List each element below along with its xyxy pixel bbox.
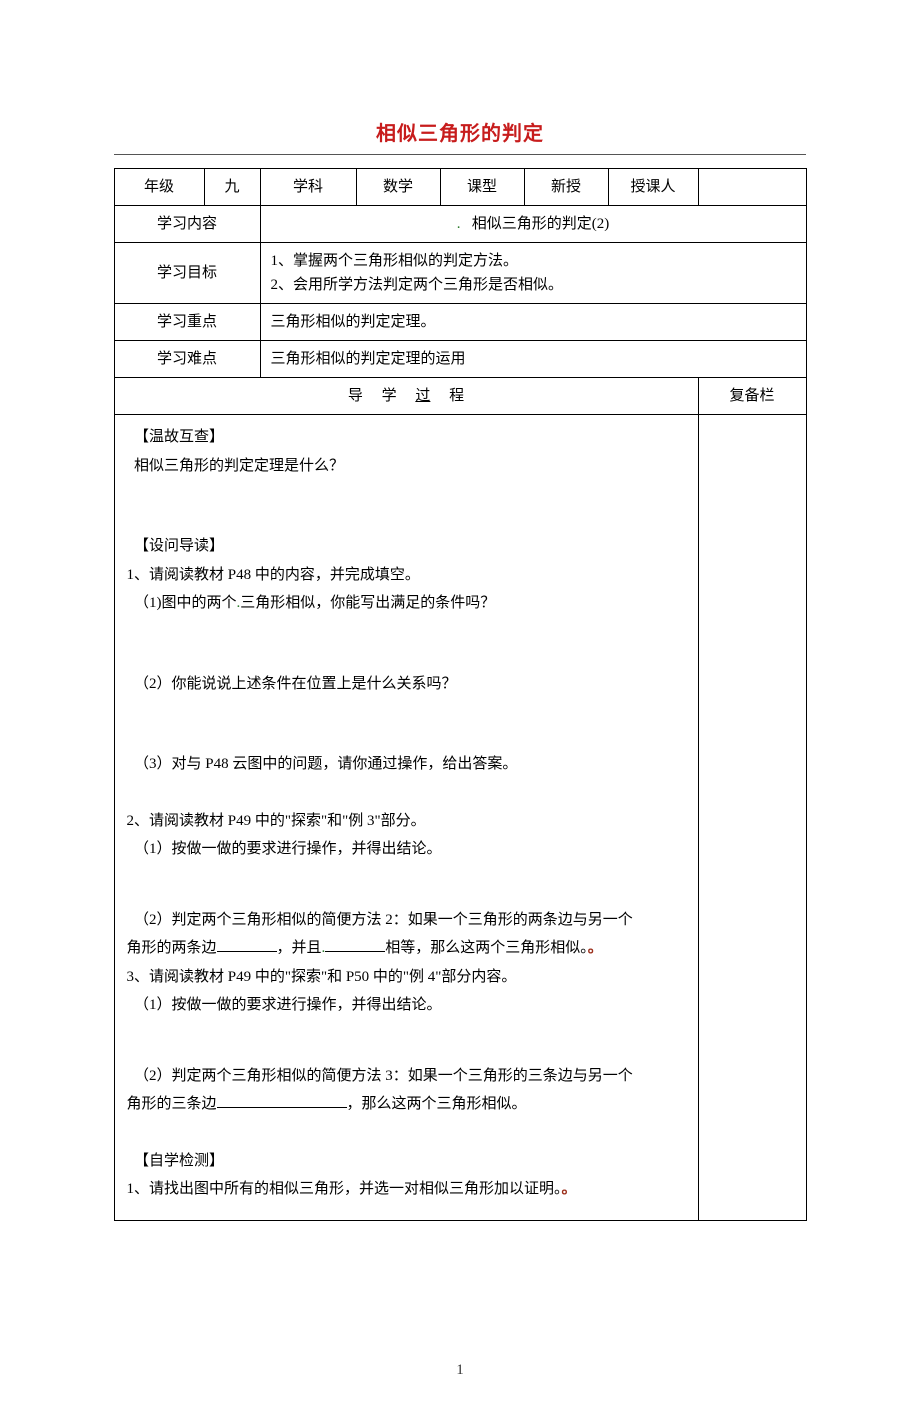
lesson-plan-table: 年级 九 学科 数学 课型 新授 授课人 学习内容 . 相似三角形的判定(2) … xyxy=(114,168,807,1221)
guide-1-1: （1)图中的两个.三角形相似，你能写出满足的条件吗？ xyxy=(127,589,686,618)
body-cell: 【温故互查】 相似三角形的判定定理是什么？ 【设问导读】 1、请阅读教材 P48… xyxy=(114,415,698,1221)
top-rule xyxy=(114,154,806,155)
spacer xyxy=(127,698,686,750)
g32c: ，那么这两个三角形相似。 xyxy=(347,1096,527,1112)
goal-label: 学习目标 xyxy=(114,243,260,304)
focus-row: 学习重点 三角形相似的判定定理。 xyxy=(114,304,806,341)
teacher-value xyxy=(698,169,806,206)
blank-field[interactable] xyxy=(217,939,277,953)
guide-3-2: （2）判定两个三角形相似的简便方法 3：如果一个三角形的三条边与另一个 xyxy=(127,1062,686,1091)
body-row: 【温故互查】 相似三角形的判定定理是什么？ 【设问导读】 1、请阅读教材 P48… xyxy=(114,415,806,1221)
blank-field[interactable] xyxy=(325,939,385,953)
sc1: 1、请找出图中所有的相似三角形，并选一对相似三角形加以证明。 xyxy=(127,1181,562,1197)
review-question: 相似三角形的判定定理是什么？ xyxy=(127,452,686,481)
spacer xyxy=(127,480,686,532)
content-value: . 相似三角形的判定(2) xyxy=(260,206,806,243)
section-selfcheck-title: 【自学检测】 xyxy=(127,1147,686,1176)
g22b: 角形的两条边 xyxy=(127,940,217,956)
g32b: 角形的三条边 xyxy=(127,1096,217,1112)
mark-dot: 。 xyxy=(588,940,603,956)
goal-value: 1、掌握两个三角形相似的判定方法。 2、会用所学方法判定两个三角形是否相似。 xyxy=(260,243,806,304)
guide-2-2: （2）判定两个三角形相似的简便方法 2：如果一个三角形的两条边与另一个 xyxy=(127,906,686,935)
guide-3-1: （1）按做一做的要求进行操作，并得出结论。 xyxy=(127,991,686,1020)
subject-value: 数学 xyxy=(356,169,440,206)
blank-field[interactable] xyxy=(217,1095,347,1109)
content-value-text: 相似三角形的判定(2) xyxy=(472,216,610,232)
g22c: ，并且 xyxy=(277,940,322,956)
goal-line-2: 2、会用所学方法判定两个三角形是否相似。 xyxy=(271,277,564,293)
process-header-row: 导 学 过 程 复备栏 xyxy=(114,378,806,415)
content-row: 学习内容 . 相似三角形的判定(2) xyxy=(114,206,806,243)
grade-value: 九 xyxy=(204,169,260,206)
notes-cell xyxy=(698,415,806,1221)
difficulty-label: 学习难点 xyxy=(114,341,260,378)
subject-label: 学科 xyxy=(260,169,356,206)
focus-label: 学习重点 xyxy=(114,304,260,341)
guide-2-1: （1）按做一做的要求进行操作，并得出结论。 xyxy=(127,835,686,864)
spacer xyxy=(127,1020,686,1062)
notes-column-header: 复备栏 xyxy=(698,378,806,415)
grade-label: 年级 xyxy=(114,169,204,206)
goal-row: 学习目标 1、掌握两个三角形相似的判定方法。 2、会用所学方法判定两个三角形是否… xyxy=(114,243,806,304)
mark-dot: 。 xyxy=(562,1181,577,1197)
focus-value: 三角形相似的判定定理。 xyxy=(260,304,806,341)
teacher-label: 授课人 xyxy=(608,169,698,206)
difficulty-value: 三角形相似的判定定理的运用 xyxy=(260,341,806,378)
spacer xyxy=(127,779,686,807)
guide-1-2: （2）你能说说上述条件在位置上是什么关系吗？ xyxy=(127,670,686,699)
g32a: （2）判定两个三角形相似的简便方法 3：如果一个三角形的三条边与另一个 xyxy=(134,1068,633,1084)
type-label: 课型 xyxy=(440,169,524,206)
section-guide-title: 【设问导读】 xyxy=(127,532,686,561)
guide-2-2b: 角形的两条边，并且.相等，那么这两个三角形相似。。 xyxy=(127,934,686,963)
content-label: 学习内容 xyxy=(114,206,260,243)
guide-3: 3、请阅读教材 P49 中的"探索"和 P50 中的"例 4"部分内容。 xyxy=(127,963,686,992)
section-review-title: 【温故互查】 xyxy=(127,423,686,452)
guide-1-3: （3）对与 P48 云图中的问题，请你通过操作，给出答案。 xyxy=(127,750,686,779)
difficulty-row: 学习难点 三角形相似的判定定理的运用 xyxy=(114,341,806,378)
process-title: 导 学 过 程 xyxy=(114,378,698,415)
spacer xyxy=(127,864,686,906)
document-title: 相似三角形的判定 xyxy=(0,118,920,150)
spacer xyxy=(127,618,686,670)
guide-3-2b: 角形的三条边 ，那么这两个三角形相似。 xyxy=(127,1090,686,1119)
anchor-dot: . xyxy=(457,216,461,232)
header-row-1: 年级 九 学科 数学 课型 新授 授课人 xyxy=(114,169,806,206)
spacer xyxy=(127,1119,686,1147)
g22d: 相等，那么这两个三角形相似。 xyxy=(385,940,588,956)
type-value: 新授 xyxy=(524,169,608,206)
selfcheck-1: 1、请找出图中所有的相似三角形，并选一对相似三角形加以证明。。 xyxy=(127,1175,686,1204)
g22a: （2）判定两个三角形相似的简便方法 2：如果一个三角形的两条边与另一个 xyxy=(134,912,633,928)
page-number: 1 xyxy=(0,1358,920,1382)
guide-1: 1、请阅读教材 P48 中的内容，并完成填空。 xyxy=(127,561,686,590)
guide-2: 2、请阅读教材 P49 中的"探索"和"例 3"部分。 xyxy=(127,807,686,836)
goal-line-1: 1、掌握两个三角形相似的判定方法。 xyxy=(271,253,519,269)
